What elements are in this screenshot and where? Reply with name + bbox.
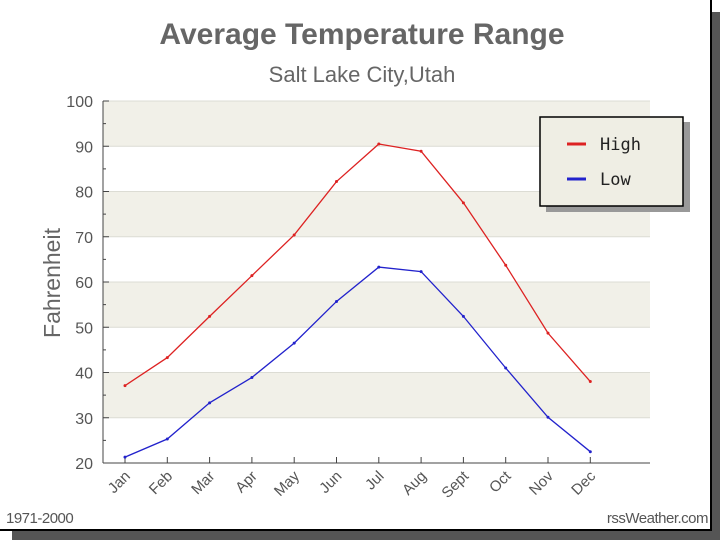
x-tick-label: Jan xyxy=(105,468,134,497)
x-tick-label: Jun xyxy=(316,468,345,497)
series-line-low xyxy=(124,266,591,458)
x-tick-label: May xyxy=(271,467,303,499)
y-tick-label: 90 xyxy=(75,139,93,156)
data-point-low xyxy=(461,314,465,318)
data-point-low xyxy=(419,270,423,274)
y-tick-label: 70 xyxy=(75,230,93,247)
grid-band xyxy=(103,372,650,418)
data-point-low xyxy=(208,401,212,405)
legend-label-low: Low xyxy=(600,170,631,190)
series-line-high xyxy=(124,143,591,387)
data-point-high xyxy=(292,233,296,237)
chart-title: Average Temperature Range xyxy=(159,18,564,51)
x-tick-label: Oct xyxy=(486,467,515,496)
data-point-high xyxy=(504,263,508,267)
y-tick-label: 50 xyxy=(75,320,93,337)
x-tick-label: Jul xyxy=(362,468,388,494)
data-point-low xyxy=(588,450,592,454)
y-tick-label: 30 xyxy=(75,411,93,428)
data-point-low xyxy=(165,437,169,441)
data-point-high xyxy=(588,380,592,384)
data-point-low xyxy=(250,375,254,379)
data-point-low xyxy=(546,415,550,419)
grid-band xyxy=(103,282,650,328)
data-point-high xyxy=(419,149,423,153)
data-point-low xyxy=(377,265,381,269)
chart-subtitle: Salt Lake City,Utah xyxy=(269,62,456,87)
y-tick-label: 40 xyxy=(75,366,93,383)
y-tick-label: 60 xyxy=(75,275,93,292)
chart-frame xyxy=(0,0,712,531)
y-tick-label: 100 xyxy=(66,94,93,111)
data-point-high xyxy=(546,331,550,335)
x-tick-label: Dec xyxy=(568,467,599,498)
data-point-low xyxy=(335,299,338,303)
footer-source: rssWeather.com xyxy=(606,510,709,527)
data-point-low xyxy=(123,455,127,459)
footer-years: 1971-2000 xyxy=(6,510,74,527)
y-axis-label: Fahrenheit xyxy=(39,227,65,338)
x-tick-label: Nov xyxy=(526,467,557,498)
data-point-high xyxy=(335,180,338,184)
data-point-high xyxy=(165,356,169,360)
data-point-high xyxy=(250,274,254,278)
data-point-high xyxy=(377,142,381,146)
x-tick-label: Aug xyxy=(399,468,430,499)
data-point-high xyxy=(461,201,465,205)
x-tick-label: Mar xyxy=(188,468,218,498)
x-tick-label: Feb xyxy=(146,468,176,498)
x-tick-label: Apr xyxy=(232,468,261,497)
data-point-high xyxy=(208,314,212,318)
x-tick-label: Sept xyxy=(438,467,472,501)
data-point-low xyxy=(504,366,508,370)
data-point-low xyxy=(292,341,296,345)
y-tick-label: 20 xyxy=(75,456,93,473)
legend: High Low xyxy=(539,116,690,212)
y-tick-label: 80 xyxy=(75,185,93,202)
data-point-high xyxy=(123,384,127,388)
legend-label-high: High xyxy=(600,135,641,155)
